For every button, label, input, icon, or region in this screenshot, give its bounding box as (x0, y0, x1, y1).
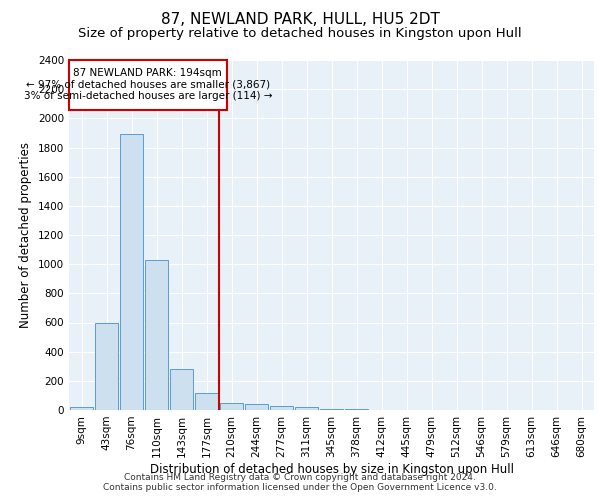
Y-axis label: Number of detached properties: Number of detached properties (19, 142, 32, 328)
Text: Contains HM Land Registry data © Crown copyright and database right 2024.
Contai: Contains HM Land Registry data © Crown c… (103, 473, 497, 492)
Bar (70, 407, 94, 410)
X-axis label: Distribution of detached houses by size in Kingston upon Hull: Distribution of detached houses by size … (149, 462, 514, 475)
Bar (95, 322, 118, 410)
FancyBboxPatch shape (69, 60, 227, 110)
Bar (220, 402, 244, 410)
Bar (295, 407, 319, 410)
Bar (194, 392, 218, 410)
Text: Size of property relative to detached houses in Kingston upon Hull: Size of property relative to detached ho… (78, 28, 522, 40)
Bar (119, 134, 143, 410)
Text: 87 NEWLAND PARK: 194sqm
← 97% of detached houses are smaller (3,867)
3% of semi-: 87 NEWLAND PARK: 194sqm ← 97% of detache… (23, 68, 272, 102)
Bar (170, 369, 193, 410)
Bar (145, 260, 169, 410)
Bar (245, 404, 268, 410)
Bar (269, 406, 293, 410)
Text: 87, NEWLAND PARK, HULL, HU5 2DT: 87, NEWLAND PARK, HULL, HU5 2DT (161, 12, 439, 28)
